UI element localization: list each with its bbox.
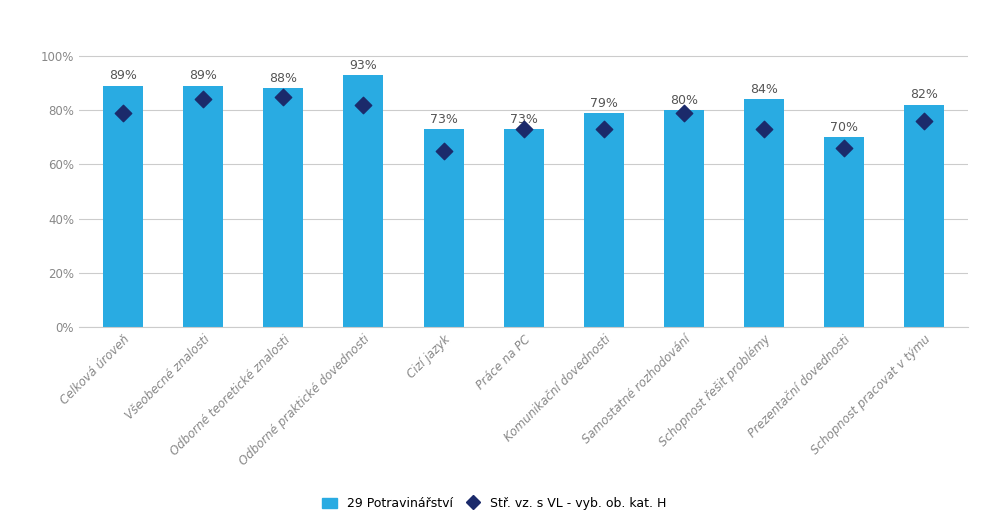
Text: 73%: 73% — [510, 113, 537, 126]
Text: 93%: 93% — [350, 59, 377, 72]
Point — [516, 125, 532, 134]
Legend: 29 Potravinářství, Stř. vz. s VL - vyb. ob. kat. H: 29 Potravinářství, Stř. vz. s VL - vyb. … — [315, 491, 673, 516]
Point — [116, 109, 131, 117]
Bar — [904, 105, 945, 327]
Point — [196, 95, 211, 103]
Text: 82%: 82% — [910, 88, 939, 101]
Bar — [263, 88, 303, 327]
Point — [916, 117, 932, 125]
Text: 79%: 79% — [590, 97, 618, 110]
Bar — [504, 129, 543, 327]
Bar — [584, 113, 623, 327]
Point — [756, 125, 772, 134]
Point — [356, 100, 371, 109]
Point — [436, 147, 452, 155]
Text: 89%: 89% — [109, 69, 137, 82]
Bar — [344, 75, 383, 327]
Bar — [103, 86, 143, 327]
Point — [676, 109, 692, 117]
Text: 84%: 84% — [750, 83, 778, 96]
Bar — [664, 110, 703, 327]
Text: 80%: 80% — [670, 94, 698, 107]
Text: 88%: 88% — [270, 72, 297, 85]
Point — [276, 92, 291, 101]
Text: 73%: 73% — [430, 113, 457, 126]
Bar — [424, 129, 463, 327]
Point — [836, 144, 852, 153]
Bar — [183, 86, 223, 327]
Point — [596, 125, 612, 134]
Bar — [824, 137, 864, 327]
Text: 70%: 70% — [830, 121, 858, 134]
Bar — [744, 99, 784, 327]
Text: 89%: 89% — [190, 69, 217, 82]
